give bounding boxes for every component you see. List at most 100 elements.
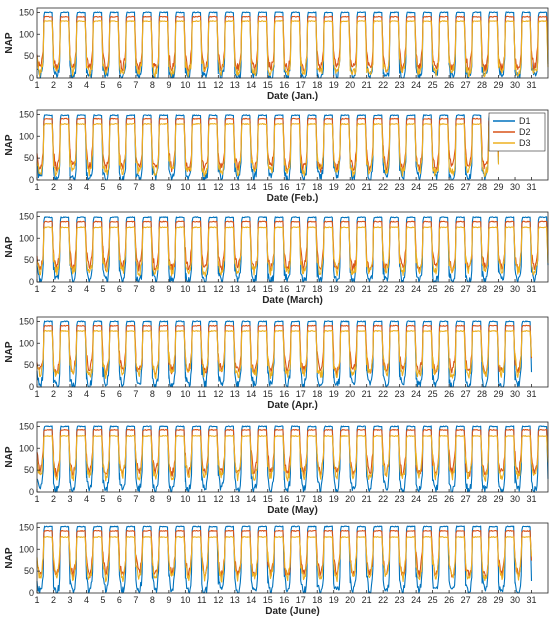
x-tick-label: 16 xyxy=(279,494,289,504)
x-axis-label: Date (June) xyxy=(265,606,319,617)
series-line-d1 xyxy=(36,216,549,283)
x-tick-label: 13 xyxy=(230,389,240,399)
series-line-d3 xyxy=(36,536,533,583)
x-tick-label: 31 xyxy=(527,595,537,605)
axes-box xyxy=(36,421,549,493)
x-tick-label: 16 xyxy=(279,284,289,294)
x-tick-label: 10 xyxy=(180,389,190,399)
y-tick-label: 100 xyxy=(19,233,34,243)
x-tick-label: 2 xyxy=(51,80,56,90)
x-tick-label: 28 xyxy=(477,80,487,90)
x-tick-label: 13 xyxy=(230,595,240,605)
series-line-d3 xyxy=(36,20,549,78)
y-tick-label: 0 xyxy=(29,588,34,598)
x-tick-label: 6 xyxy=(117,494,122,504)
x-tick-label: 12 xyxy=(213,494,223,504)
x-tick-label: 22 xyxy=(378,389,388,399)
x-tick-label: 27 xyxy=(461,389,471,399)
y-axis-label: NAP xyxy=(4,547,15,568)
x-tick-label: 25 xyxy=(428,389,438,399)
series-line-d2 xyxy=(36,15,549,73)
series-line-d3 xyxy=(36,330,533,380)
axes-box xyxy=(36,109,549,181)
y-tick-label: 100 xyxy=(19,338,34,348)
x-tick-label: 24 xyxy=(411,284,421,294)
x-axis-label: Date (March) xyxy=(262,295,323,306)
x-tick-label: 30 xyxy=(510,494,520,504)
x-tick-label: 6 xyxy=(117,182,122,192)
y-tick-label: 0 xyxy=(29,277,34,287)
x-tick-label: 28 xyxy=(477,494,487,504)
x-tick-label: 16 xyxy=(279,389,289,399)
x-tick-label: 3 xyxy=(67,80,72,90)
x-tick-label: 13 xyxy=(230,182,240,192)
x-tick-label: 22 xyxy=(378,80,388,90)
x-tick-label: 20 xyxy=(345,389,355,399)
x-tick-label: 8 xyxy=(150,284,155,294)
x-tick-label: 5 xyxy=(100,284,105,294)
y-tick-label: 100 xyxy=(19,131,34,141)
x-tick-label: 25 xyxy=(428,284,438,294)
x-tick-label: 5 xyxy=(100,494,105,504)
x-tick-label: 9 xyxy=(166,389,171,399)
x-tick-label: 24 xyxy=(411,389,421,399)
x-tick-label: 2 xyxy=(51,494,56,504)
x-tick-label: 24 xyxy=(411,182,421,192)
x-tick-label: 14 xyxy=(246,595,256,605)
x-tick-label: 8 xyxy=(150,494,155,504)
x-tick-label: 7 xyxy=(133,595,138,605)
y-tick-label: 50 xyxy=(24,360,34,370)
x-tick-label: 17 xyxy=(296,595,306,605)
x-tick-label: 13 xyxy=(230,494,240,504)
x-tick-label: 23 xyxy=(395,595,405,605)
x-tick-label: 21 xyxy=(362,182,372,192)
x-tick-label: 12 xyxy=(213,389,223,399)
x-tick-label: 1 xyxy=(34,284,39,294)
y-axis-label: NAP xyxy=(4,236,15,257)
x-tick-label: 30 xyxy=(510,389,520,399)
x-tick-label: 20 xyxy=(345,494,355,504)
x-tick-label: 10 xyxy=(180,182,190,192)
y-axis-label: NAP xyxy=(4,341,15,362)
x-tick-label: 27 xyxy=(461,595,471,605)
x-tick-label: 16 xyxy=(279,80,289,90)
x-tick-label: 8 xyxy=(150,80,155,90)
x-tick-label: 21 xyxy=(362,389,372,399)
x-tick-label: 10 xyxy=(180,595,190,605)
x-tick-label: 28 xyxy=(477,182,487,192)
axes-box xyxy=(36,316,549,388)
x-tick-label: 9 xyxy=(166,80,171,90)
x-tick-label: 27 xyxy=(461,494,471,504)
x-tick-label: 18 xyxy=(312,284,322,294)
x-tick-label: 29 xyxy=(494,182,504,192)
x-tick-label: 7 xyxy=(133,389,138,399)
x-tick-label: 26 xyxy=(444,182,454,192)
x-tick-label: 6 xyxy=(117,595,122,605)
x-axis-label: Date (Jan.) xyxy=(267,91,318,102)
x-tick-label: 21 xyxy=(362,595,372,605)
x-tick-label: 4 xyxy=(84,182,89,192)
x-tick-label: 13 xyxy=(230,284,240,294)
x-tick-label: 11 xyxy=(197,80,206,90)
x-tick-label: 19 xyxy=(329,389,339,399)
legend-label-d2: D2 xyxy=(519,127,531,137)
x-tick-label: 2 xyxy=(51,389,56,399)
x-tick-label: 1 xyxy=(34,80,39,90)
x-tick-label: 3 xyxy=(67,494,72,504)
x-tick-label: 26 xyxy=(444,284,454,294)
x-tick-label: 26 xyxy=(444,389,454,399)
x-tick-label: 8 xyxy=(150,389,155,399)
y-tick-label: 50 xyxy=(24,566,34,576)
x-tick-label: 29 xyxy=(494,595,504,605)
x-tick-label: 14 xyxy=(246,389,256,399)
x-tick-label: 23 xyxy=(395,182,405,192)
y-tick-label: 150 xyxy=(19,211,34,221)
x-tick-label: 18 xyxy=(312,595,322,605)
series-line-d1 xyxy=(36,425,549,493)
x-tick-label: 7 xyxy=(133,284,138,294)
x-tick-label: 12 xyxy=(213,595,223,605)
x-tick-label: 2 xyxy=(51,595,56,605)
